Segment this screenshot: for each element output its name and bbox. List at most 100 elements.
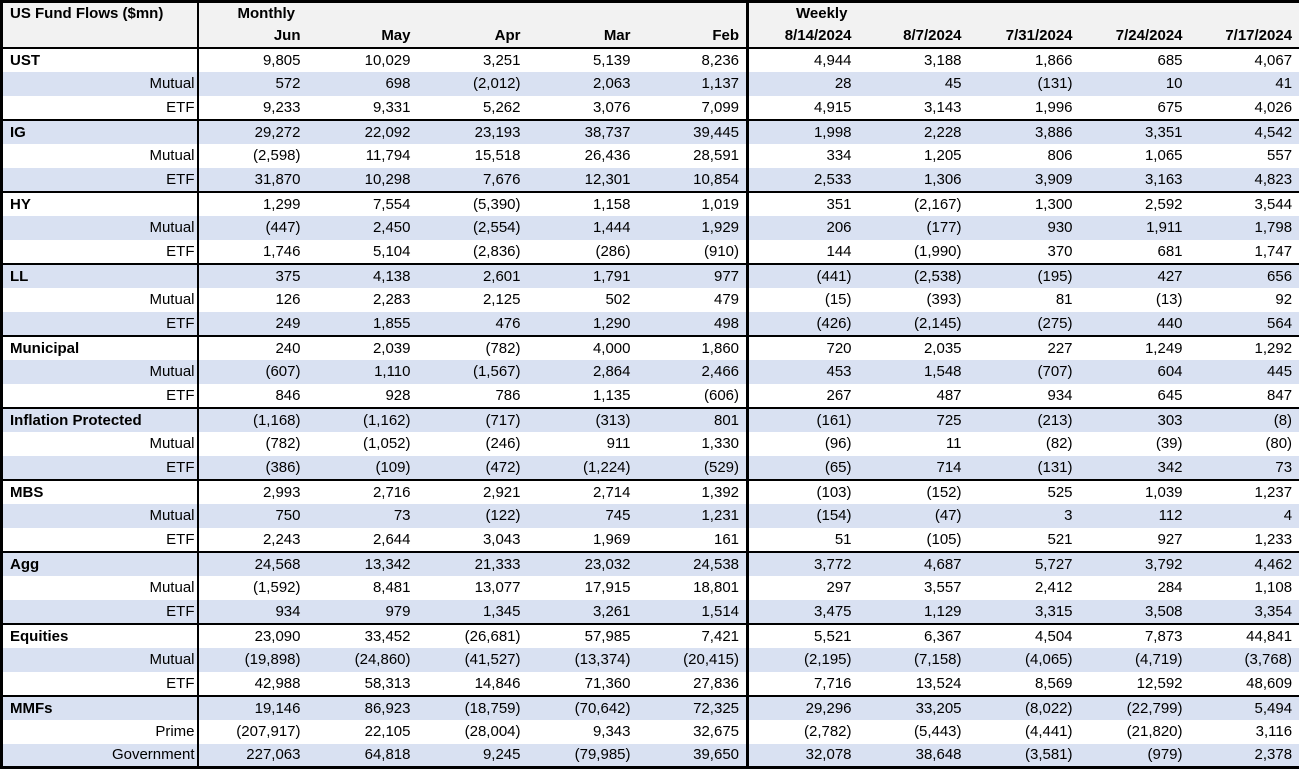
cell: (2,538) [858, 262, 969, 288]
cell: 698 [385, 75, 411, 92]
table-row-etf: ETF 1,746 5,104 (2,836) (286) (910) 144 (1,990)… [1, 239, 1299, 264]
cell: 1,233 [1254, 530, 1293, 548]
cell: 2,125 [482, 291, 521, 308]
cell: 206 [746, 215, 859, 240]
column-header-7-31-2024: 7/31/2024 [968, 24, 1080, 49]
cell: 3,475 [746, 599, 859, 624]
cell: 29,272 [197, 118, 308, 144]
row-label: Equities [1, 622, 199, 648]
cell: 4,067 [1254, 51, 1293, 69]
cell: (70,642) [527, 694, 638, 720]
cell: 13,077 [474, 579, 521, 596]
cell: 557 [1267, 147, 1293, 164]
table-row-mutual: Mutual (447) 2,450 (2,554) 1,444 1,929 206 (177… [1, 215, 1299, 240]
cell: 375 [197, 262, 308, 288]
cell: 806 [1047, 147, 1073, 164]
cell: 572 [275, 75, 301, 92]
cell: (80) [1265, 435, 1293, 452]
cell: (4,065) [1024, 651, 1073, 668]
cell: 370 [1047, 242, 1073, 260]
cell: 9,245 [482, 746, 521, 764]
row-label: ETF [1, 671, 199, 696]
table-row-etf: ETF 934 979 1,345 3,261 1,514 3,475 1,129 3,315 3… [1, 599, 1299, 624]
cell: (472) [485, 458, 521, 476]
cell: (122) [485, 507, 521, 524]
cell: (24,860) [354, 651, 411, 668]
row-label: Mutual [1, 431, 199, 456]
cell: 22,105 [364, 723, 411, 740]
cell: 33,452 [307, 622, 418, 648]
cell: 7,716 [746, 671, 859, 696]
row-label: Municipal [1, 334, 199, 360]
cell: 8,481 [372, 579, 411, 596]
cell: 1,747 [1254, 242, 1293, 260]
cell: 1,860 [637, 334, 748, 360]
cell: (22,799) [1079, 694, 1190, 720]
cell: 1,065 [1144, 147, 1183, 164]
row-label: IG [1, 118, 199, 144]
column-header-8-14-2024: 8/14/2024 [746, 24, 859, 49]
cell: 1,330 [701, 435, 740, 452]
cell: 45 [944, 75, 962, 92]
table-row-mutual: Mutual 750 73 (122) 745 1,231 (154) (47) 3 112 4 [1, 503, 1299, 528]
cell: (131) [1037, 458, 1073, 476]
cell: (195) [968, 262, 1080, 288]
cell: (386) [265, 458, 301, 476]
column-header-mar: Mar [527, 24, 638, 49]
column-header-7-24-2024: 7/24/2024 [1079, 24, 1190, 49]
cell: (426) [746, 311, 859, 336]
cell: 2,378 [1254, 746, 1293, 764]
cell: 12,301 [584, 170, 631, 188]
cell: (3,768) [1244, 651, 1293, 668]
cell: 6,367 [858, 622, 969, 648]
cell: 453 [746, 359, 859, 384]
cell: 23,193 [417, 118, 528, 144]
cell: 801 [637, 406, 748, 432]
cell: 28 [746, 71, 859, 96]
monthly-section-header: Monthly [197, 1, 748, 25]
table-row-ll: LL 375 4,138 2,601 1,791 977 (441) (2,538) (195)… [1, 262, 1299, 288]
cell: 10 [1165, 75, 1183, 92]
cell: 284 [1157, 579, 1183, 596]
cell: 3,188 [923, 51, 962, 69]
cell: 342 [1157, 458, 1183, 476]
cell: (2,167) [858, 190, 969, 216]
cell: (441) [746, 262, 859, 288]
table-row-mutual: Mutual (607) 1,110 (1,567) 2,864 2,466 453 1,54… [1, 359, 1299, 384]
cell: 9,331 [372, 98, 411, 116]
cell: 112 [1158, 507, 1183, 524]
cell: (103) [746, 478, 859, 504]
table-row-etf: ETF 42,988 58,313 14,846 71,360 27,836 7,716 13… [1, 671, 1299, 696]
cell: 33,205 [858, 694, 969, 720]
cell: (717) [417, 406, 528, 432]
cell: 3,251 [482, 51, 521, 69]
cell: 2,243 [262, 530, 301, 548]
cell: (1,224) [582, 458, 631, 476]
row-label: ETF [1, 239, 199, 264]
cell: 1,514 [701, 602, 740, 620]
cell: (2,195) [746, 647, 859, 672]
cell: (109) [375, 458, 411, 476]
cell: 1,306 [923, 170, 962, 188]
table-row-equities: Equities 23,090 33,452 (26,681) 57,985 7,421 5… [1, 622, 1299, 648]
cell: 1,108 [1254, 579, 1293, 596]
row-label: HY [1, 190, 199, 216]
cell: 3,043 [482, 530, 521, 548]
cell: 11,794 [365, 147, 411, 164]
cell: 1,444 [592, 219, 631, 236]
cell: (2,836) [472, 242, 521, 260]
weekly-section-header: Weekly [746, 1, 1299, 25]
cell: 2,228 [858, 118, 969, 144]
cell: 39,650 [693, 746, 740, 764]
cell: (1,990) [913, 242, 962, 260]
cell: 38,648 [915, 746, 962, 764]
table-row-mutual: Mutual (2,598) 11,794 15,518 26,436 28,591 334… [1, 143, 1299, 168]
column-header-row: Jun May Apr Mar Feb 8/14/2024 8/7/2024 7/31/202… [2, 24, 1299, 49]
cell: 64,818 [364, 746, 411, 764]
cell: (2,782) [746, 719, 859, 744]
table-row-mutual: Mutual 572 698 (2,012) 2,063 1,137 28 45 (131) 10… [1, 71, 1299, 96]
cell: 7,676 [482, 170, 521, 188]
cell: 240 [197, 334, 308, 360]
row-label: Mutual [1, 71, 199, 96]
